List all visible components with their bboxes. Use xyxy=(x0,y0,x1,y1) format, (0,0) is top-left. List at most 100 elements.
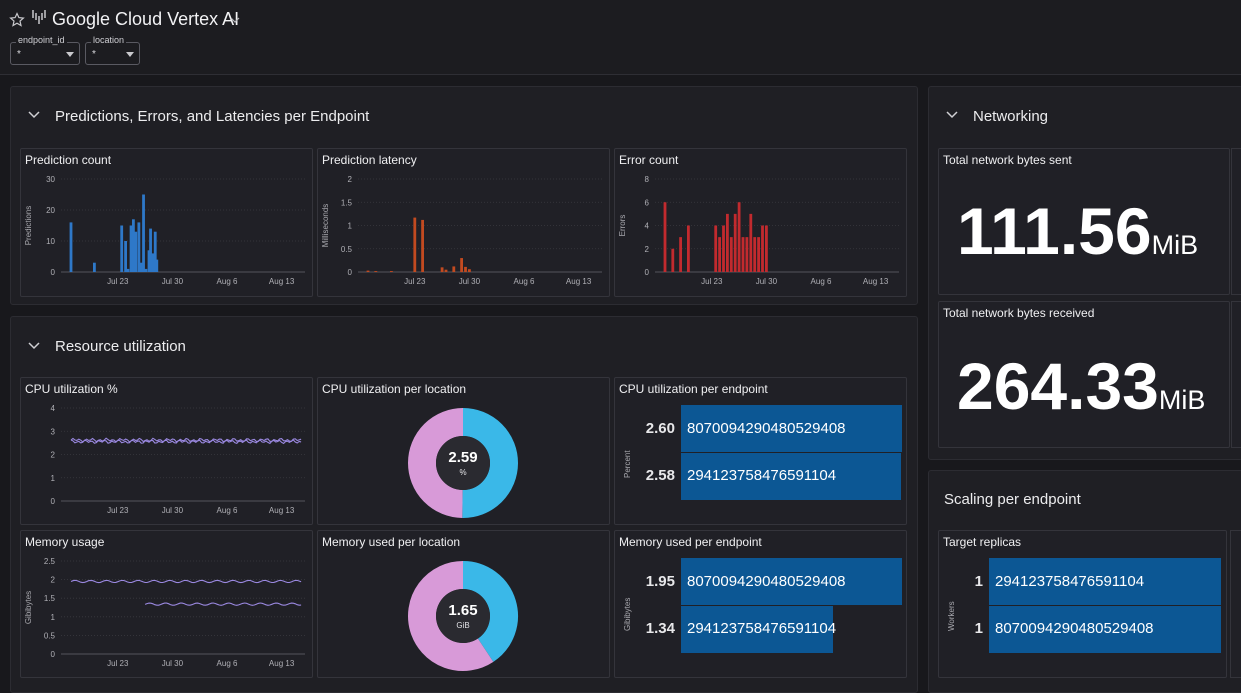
bar xyxy=(460,258,463,272)
donut-hole xyxy=(436,436,490,490)
widget-prediction-latency[interactable]: Prediction latency 0 0.5 1 1.5 2 Jul 23 Jul 30… xyxy=(317,148,610,297)
x-tick-label: Jul 23 xyxy=(107,659,129,668)
dropdown-caret-icon xyxy=(126,52,134,57)
bar xyxy=(733,213,737,272)
endpoint-id-selector[interactable]: endpoint_id * xyxy=(10,35,80,65)
widget-cpu-per-location[interactable]: CPU utilization per location 2.59 % xyxy=(317,377,610,525)
widget-partial xyxy=(1230,530,1241,678)
y-tick-label: 0.5 xyxy=(341,245,353,254)
donut-center-unit: % xyxy=(459,468,467,477)
y-tick-label: 0 xyxy=(348,268,353,277)
location-label: location xyxy=(91,35,127,45)
cpu-utilization-chart: 0 1 2 3 4 Jul 23 Jul 30 Aug 6 Aug 13 xyxy=(51,404,305,515)
star-icon[interactable] xyxy=(9,12,25,28)
collapse-chevron-icon[interactable] xyxy=(28,341,40,351)
collapse-chevron-icon[interactable] xyxy=(946,110,958,120)
series-line xyxy=(70,439,302,445)
group-title-scaling[interactable]: Scaling per endpoint xyxy=(944,491,1081,508)
bar xyxy=(452,266,456,272)
axis-label: Workers xyxy=(947,601,956,631)
dashboard-title[interactable]: Google Cloud Vertex AI xyxy=(52,9,240,29)
x-tick-label: Jul 30 xyxy=(162,277,184,286)
toplist-row[interactable] xyxy=(681,558,902,605)
bar xyxy=(745,237,749,272)
widget-cpu-per-endpoint[interactable]: CPU utilization per endpoint Percent 2.6… xyxy=(614,377,907,525)
widget-title: CPU utilization per endpoint xyxy=(619,382,768,396)
widget-memory-usage[interactable]: Memory usage 0 0.5 1 1.5 2 2.5 Jul 23 Jul 30 Aug… xyxy=(20,530,313,678)
bar xyxy=(413,217,417,272)
location-value: * xyxy=(92,49,96,60)
widget-cpu-utilization[interactable]: CPU utilization % 0 1 2 3 4 Jul 23 Jul 30 Aug 6… xyxy=(20,377,313,525)
bar xyxy=(714,225,718,272)
toplist-label: 294123758476591104 xyxy=(687,467,837,484)
y-tick-label: 2 xyxy=(348,175,353,184)
bar xyxy=(726,213,729,272)
donut-slice xyxy=(408,561,494,671)
x-tick-label: Aug 13 xyxy=(269,506,295,515)
widget-title: Target replicas xyxy=(943,535,1022,549)
bar xyxy=(663,202,667,272)
y-tick-label: 2.5 xyxy=(44,557,56,566)
collapse-chevron-icon[interactable] xyxy=(28,110,40,120)
location-selector[interactable]: location * xyxy=(85,35,140,65)
group-title-resource[interactable]: Resource utilization xyxy=(55,338,186,355)
query-value-unit: MiB xyxy=(1158,385,1206,415)
y-axis-label: Errors xyxy=(618,215,627,237)
widget-memory-per-endpoint[interactable]: Memory used per endpoint Gibibytes 1.95 … xyxy=(614,530,907,678)
toplist-row[interactable] xyxy=(681,606,833,653)
y-tick-label: 2 xyxy=(645,245,650,254)
toplist-value: 1 xyxy=(974,620,983,637)
y-tick-label: 6 xyxy=(645,198,650,207)
bar xyxy=(421,219,424,272)
x-tick-label: Aug 6 xyxy=(217,659,238,668)
toplist-value: 2.58 xyxy=(645,467,675,484)
toplist-row[interactable] xyxy=(681,405,902,452)
group-title-predictions[interactable]: Predictions, Errors, and Latencies per E… xyxy=(55,108,370,125)
toplist-value: 1.34 xyxy=(645,620,675,637)
bar xyxy=(464,266,467,272)
x-tick-label: Jul 23 xyxy=(404,277,426,286)
y-tick-label: 1 xyxy=(51,613,56,622)
bar xyxy=(753,237,757,272)
bar xyxy=(468,269,471,272)
widget-bytes-sent[interactable]: Total network bytes sent 111.56MiB xyxy=(938,148,1230,295)
x-tick-label: Aug 13 xyxy=(863,277,889,286)
widget-title: Memory used per endpoint xyxy=(619,535,762,549)
toplist-row[interactable] xyxy=(989,606,1221,653)
widget-memory-per-location[interactable]: Memory used per location 1.65 GiB xyxy=(317,530,610,678)
widget-target-replicas[interactable]: Target replicas Workers 1 29412375847659… xyxy=(938,530,1227,678)
prediction-latency-chart: 0 0.5 1 1.5 2 Jul 23 Jul 30 Aug 6 Aug 13 Millisec… xyxy=(321,175,602,286)
y-tick-label: 8 xyxy=(645,175,650,184)
bar xyxy=(440,267,444,272)
bar xyxy=(757,237,760,272)
toplist-row[interactable] xyxy=(681,453,901,500)
y-tick-label: 0 xyxy=(51,268,56,277)
prediction-count-chart: 0 10 20 30 Jul 23 Jul 30 Aug 6 Aug 13 Prediction… xyxy=(24,175,305,286)
widget-bytes-received[interactable]: Total network bytes received 264.33MiB xyxy=(938,301,1230,448)
query-value-unit: MiB xyxy=(1151,230,1199,260)
group-title-networking[interactable]: Networking xyxy=(973,108,1049,125)
x-tick-label: Aug 6 xyxy=(217,277,238,286)
series-line xyxy=(144,602,302,606)
memory-per-location-donut xyxy=(408,561,518,671)
bar xyxy=(142,194,145,272)
endpoint-id-value: * xyxy=(17,49,21,60)
donut-slice xyxy=(462,561,518,662)
x-tick-label: Jul 30 xyxy=(756,277,778,286)
y-tick-label: 1 xyxy=(348,222,353,231)
widget-error-count[interactable]: Error count 0 2 4 6 8 Jul 23 Jul 30 Aug 6 Aug 13… xyxy=(614,148,907,297)
widget-title: Error count xyxy=(619,153,679,167)
toplist-row[interactable] xyxy=(989,558,1221,605)
bar xyxy=(722,225,725,272)
bar xyxy=(155,259,159,272)
series-line xyxy=(70,579,302,584)
donut-slice xyxy=(408,408,464,518)
toplist-label: 294123758476591104 xyxy=(995,573,1145,590)
toplist-label: 8070094290480529408 xyxy=(687,420,846,437)
bar xyxy=(151,253,155,272)
chevron-down-icon[interactable] xyxy=(230,16,240,24)
toplist-value: 1 xyxy=(974,573,983,590)
y-tick-label: 4 xyxy=(645,222,650,231)
widget-title: Memory used per location xyxy=(322,535,461,549)
widget-prediction-count[interactable]: Prediction count 0 10 20 30 Jul 23 Jul 30 Aug … xyxy=(20,148,313,297)
